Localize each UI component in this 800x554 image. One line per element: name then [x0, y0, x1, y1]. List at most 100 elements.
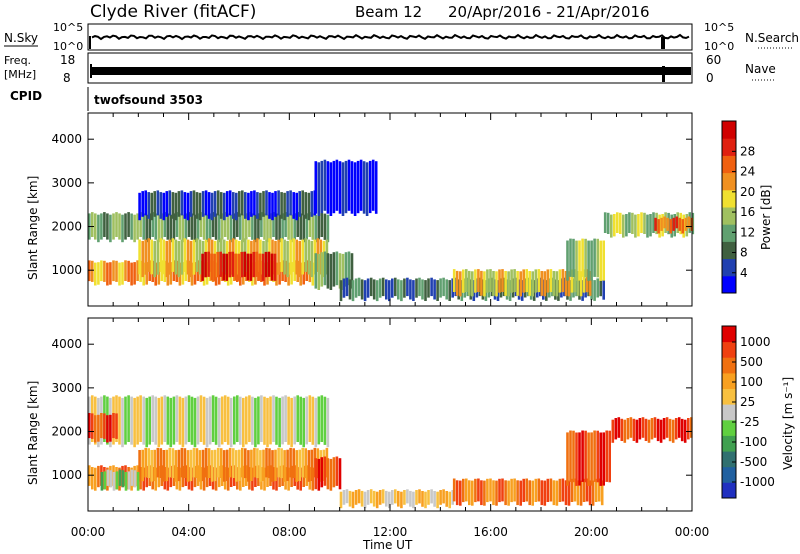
heatmap-cell	[304, 448, 307, 479]
heatmap-cell	[560, 278, 563, 298]
heatmap-cell	[286, 191, 289, 217]
heatmap-cell	[156, 239, 160, 275]
heatmap-cell	[514, 277, 518, 297]
heatmap-cell	[528, 271, 531, 296]
heatmap-cell	[552, 271, 556, 296]
heatmap-cell	[360, 279, 364, 300]
heatmap-cell	[474, 269, 477, 293]
heatmap-cell	[529, 279, 533, 300]
heatmap-cell	[301, 447, 304, 478]
frequency-panel: Freq. [MHz] 18 8 60 0 Nave	[4, 52, 776, 85]
noise-search-label: N.Search	[745, 31, 799, 45]
heatmap-cell	[157, 214, 161, 243]
heatmap-cell	[487, 278, 491, 298]
heatmap-cell	[674, 418, 678, 440]
heatmap-cell	[247, 450, 250, 482]
heatmap-cell	[249, 253, 253, 281]
heatmap-cell	[127, 395, 130, 442]
heatmap-cell	[594, 478, 598, 502]
heatmap-cell	[268, 448, 271, 479]
heatmap-cell	[552, 480, 556, 506]
heatmap-cell	[433, 279, 436, 300]
colorbar-swatch	[722, 388, 736, 405]
heatmap-cell	[576, 271, 580, 296]
heatmap-cell	[144, 239, 147, 275]
heatmap-cell	[253, 190, 256, 216]
heatmap-cell	[112, 472, 116, 491]
colorbar-tick-label: 12	[740, 225, 755, 239]
heatmap-cell	[477, 269, 480, 292]
heatmap-cell	[335, 251, 339, 286]
heatmap-cell	[220, 213, 224, 240]
heatmap-cell	[234, 253, 238, 281]
heatmap-cell	[687, 418, 690, 440]
heatmap-cell	[342, 490, 346, 505]
heatmap-cell	[463, 278, 467, 298]
heatmap-cell	[219, 251, 222, 277]
heatmap-cell	[91, 212, 94, 237]
colorbar-tick-label: 28	[740, 144, 755, 158]
heatmap-cell	[171, 192, 175, 219]
heatmap-cell	[88, 260, 91, 282]
heatmap-cell	[329, 253, 333, 290]
heatmap-cell	[451, 278, 454, 298]
heatmap-cell	[354, 490, 358, 505]
heatmap-cell	[228, 190, 232, 216]
colorbar-swatch	[722, 189, 736, 208]
heatmap-cell	[290, 214, 293, 243]
heatmap-cell	[187, 212, 191, 237]
heatmap-cell	[344, 160, 348, 214]
heatmap-cell	[299, 213, 302, 240]
heatmap-cell	[548, 278, 551, 298]
heatmap-cell	[284, 395, 287, 442]
date-range: 20/Apr/2016 - 21/Apr/2016	[448, 3, 650, 21]
heatmap-cell	[628, 212, 631, 233]
heatmap-cell	[332, 160, 336, 214]
heatmap-cell	[496, 280, 500, 301]
heatmap-cell	[308, 395, 312, 442]
heatmap-cell	[216, 190, 220, 216]
heatmap-cell	[468, 270, 471, 296]
heatmap-cell	[375, 491, 379, 509]
heatmap-cell	[600, 480, 604, 506]
heatmap-cell	[323, 213, 327, 240]
heatmap-cell	[295, 239, 298, 275]
heatmap-cell	[153, 191, 156, 217]
heatmap-cell	[681, 219, 684, 234]
heatmap-cell	[663, 216, 666, 229]
heatmap-cell	[231, 251, 235, 277]
heatmap-cell	[235, 450, 238, 482]
heatmap-cell	[363, 491, 367, 509]
heatmap-cell	[241, 190, 244, 216]
heatmap-cell	[148, 396, 151, 445]
heatmap-cell	[278, 397, 281, 448]
noise-left-tick-top: 10^5	[53, 21, 83, 34]
heatmap-cell	[338, 161, 342, 214]
heatmap-cell	[640, 212, 643, 233]
heatmap-cell	[442, 277, 445, 297]
heatmap-cell	[317, 396, 321, 445]
x-tick-label: 00:00	[71, 525, 106, 539]
heatmap-cell	[584, 430, 587, 483]
colorbar-frame	[721, 120, 737, 294]
heatmap-cell	[207, 448, 211, 478]
x-tick-label: 04:00	[171, 525, 206, 539]
heatmap-cell	[311, 213, 315, 240]
heatmap-cell	[150, 239, 153, 275]
heatmap-cell	[106, 469, 110, 486]
heatmap-cell	[145, 397, 148, 448]
heatmap-cell	[241, 447, 244, 478]
heatmap-cell	[534, 478, 538, 502]
heatmap-cell	[608, 430, 611, 483]
velocity-panel: 1000 2000 3000 4000 Slant Range [km] 1000 50…	[26, 317, 795, 512]
heatmap-cell	[166, 213, 170, 240]
heatmap-cell	[363, 280, 367, 302]
heatmap-cell	[525, 478, 528, 502]
heatmap-cell	[181, 397, 185, 448]
heatmap-cell	[187, 395, 191, 442]
heatmap-cell	[171, 238, 175, 272]
heatmap-cell	[481, 279, 485, 300]
heatmap-cell	[345, 489, 349, 504]
heatmap-cell	[272, 212, 275, 237]
